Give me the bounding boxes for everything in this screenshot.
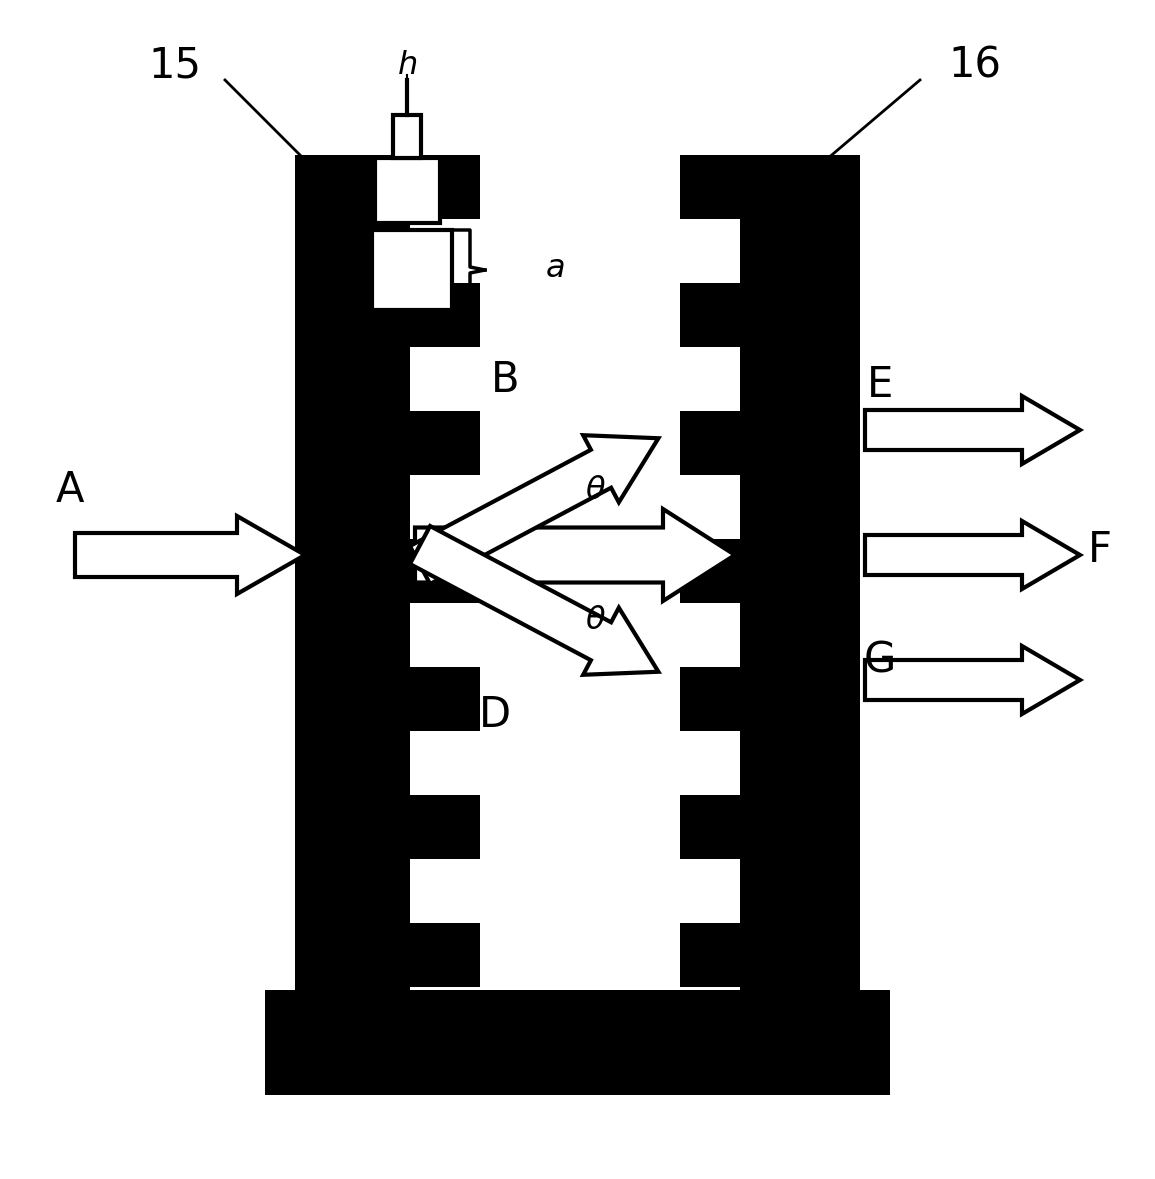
Polygon shape <box>578 992 752 1049</box>
Bar <box>375 158 440 223</box>
Text: D: D <box>479 694 511 736</box>
Text: C: C <box>740 529 769 571</box>
Bar <box>370 154 480 219</box>
Bar <box>370 539 480 602</box>
Bar <box>680 154 785 219</box>
Polygon shape <box>865 521 1080 590</box>
Bar <box>370 411 480 475</box>
Bar <box>785 154 860 990</box>
Text: F: F <box>1088 529 1112 571</box>
Polygon shape <box>410 435 658 584</box>
Polygon shape <box>75 516 305 594</box>
Polygon shape <box>402 992 578 1049</box>
Polygon shape <box>865 646 1080 714</box>
Text: $a$: $a$ <box>545 252 565 283</box>
Text: A: A <box>55 469 84 511</box>
Bar <box>370 795 480 859</box>
Bar <box>370 667 480 731</box>
Bar <box>295 154 370 990</box>
Bar <box>680 667 785 731</box>
Bar <box>680 795 785 859</box>
Text: G: G <box>864 639 896 681</box>
Bar <box>680 923 785 987</box>
Polygon shape <box>410 526 658 674</box>
Text: $\theta$: $\theta$ <box>584 605 605 635</box>
Bar <box>393 116 422 158</box>
Bar <box>264 990 891 1095</box>
Bar <box>370 283 480 347</box>
Polygon shape <box>865 396 1080 465</box>
Text: 16: 16 <box>948 44 1001 86</box>
Bar <box>680 411 785 475</box>
Text: $h$: $h$ <box>397 50 417 80</box>
Polygon shape <box>415 509 735 601</box>
Text: 15: 15 <box>149 44 201 86</box>
Text: E: E <box>866 364 893 406</box>
Bar <box>680 539 785 602</box>
Text: B: B <box>491 358 520 401</box>
Bar <box>295 154 410 990</box>
Bar <box>740 154 855 990</box>
Bar <box>370 923 480 987</box>
Bar <box>372 230 452 310</box>
Bar <box>680 283 785 347</box>
Text: $\theta$: $\theta$ <box>584 474 605 506</box>
